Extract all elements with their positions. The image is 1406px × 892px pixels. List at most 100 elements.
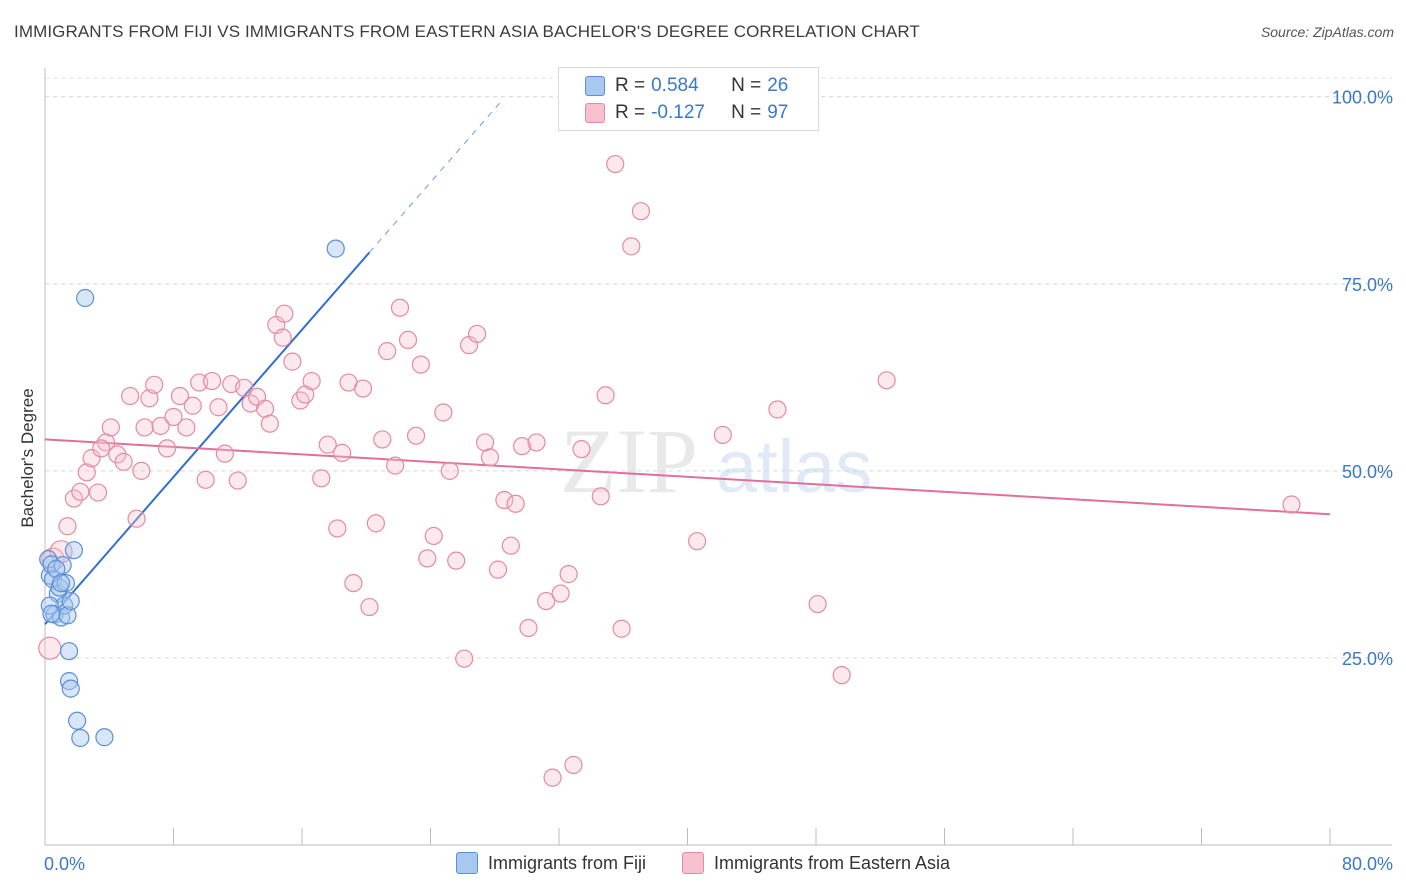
data-point-eastern-asia	[88, 483, 108, 502]
data-point-eastern-asia	[209, 398, 228, 417]
x-tick-label-max: 80.0%	[1342, 854, 1393, 874]
data-point-eastern-asia	[501, 536, 520, 555]
chart-title: IMMIGRANTS FROM FIJI VS IMMIGRANTS FROM …	[14, 22, 920, 41]
data-point-eastern-asia	[612, 619, 631, 638]
x-tick-label-min: 0.0%	[44, 854, 85, 874]
data-point-fiji	[71, 728, 90, 748]
legend: R = 0.584 N = 26 R = -0.127 N = 97	[558, 67, 819, 131]
y-tick-label: 25.0%	[1342, 649, 1393, 669]
data-point-eastern-asia	[302, 371, 321, 391]
data-point-eastern-asia	[543, 768, 562, 787]
watermark-atlas: atlas	[716, 425, 872, 508]
data-point-eastern-asia	[808, 594, 827, 614]
axes	[44, 68, 1392, 846]
data-point-eastern-asia	[411, 355, 430, 374]
data-point-eastern-asia	[606, 154, 625, 174]
data-point-eastern-asia	[114, 452, 133, 471]
legend-row-fiji: R = 0.584 N = 26	[585, 74, 788, 98]
series-legend-label-fiji: Immigrants from Fiji	[487, 852, 646, 873]
data-point-eastern-asia	[58, 517, 77, 536]
data-point-eastern-asia	[406, 426, 426, 445]
legend-swatch-eastern-asia	[585, 103, 605, 123]
data-point-eastern-asia	[512, 437, 532, 456]
series-legend-swatch-fiji	[455, 852, 478, 874]
data-point-eastern-asia	[291, 391, 310, 410]
data-point-eastern-asia	[344, 573, 363, 593]
y-tick-label: 75.0%	[1342, 275, 1393, 295]
series-fiji-points	[39, 239, 345, 748]
data-point-eastern-asia	[108, 445, 127, 464]
data-point-eastern-asia	[398, 330, 418, 350]
data-point-eastern-asia	[82, 449, 101, 468]
data-point-eastern-asia	[151, 416, 170, 436]
data-point-eastern-asia	[527, 433, 546, 452]
data-point-eastern-asia	[140, 389, 159, 408]
data-point-eastern-asia	[135, 418, 154, 437]
trend-line-fiji-extension	[369, 99, 504, 253]
data-point-eastern-asia	[273, 328, 292, 347]
watermark: ZIP atlas	[560, 410, 872, 512]
data-point-fiji	[56, 573, 75, 593]
data-point-fiji	[59, 672, 79, 691]
data-point-eastern-asia	[64, 489, 84, 508]
data-point-eastern-asia	[506, 494, 525, 513]
data-point-eastern-asia	[38, 636, 62, 660]
data-point-eastern-asia	[360, 597, 379, 617]
data-point-fiji	[61, 679, 80, 698]
data-point-eastern-asia	[559, 565, 578, 584]
data-point-eastern-asia	[877, 371, 896, 390]
series-legend-swatch-eastern-asia	[681, 852, 704, 874]
y-tick-label: 50.0%	[1342, 462, 1393, 482]
data-point-fiji	[61, 591, 80, 611]
data-point-fiji	[51, 573, 71, 593]
watermark-zip: ZIP	[560, 410, 698, 512]
data-point-eastern-asia	[260, 414, 279, 433]
data-point-eastern-asia	[551, 584, 570, 603]
data-point-eastern-asia	[537, 591, 556, 611]
data-point-eastern-asia	[591, 487, 610, 506]
data-point-eastern-asia	[196, 470, 215, 489]
trend-lines	[44, 99, 1331, 625]
legend-n-label: N =	[731, 75, 762, 96]
data-point-eastern-asia	[215, 444, 234, 463]
data-point-eastern-asia	[328, 519, 347, 538]
tick-labels: 25.0% 50.0% 75.0% 100.0% 0.0% 80.0%	[44, 88, 1393, 874]
data-point-eastern-asia	[77, 463, 96, 482]
data-point-eastern-asia	[519, 618, 538, 638]
y-tick-label: 100.0%	[1332, 88, 1393, 108]
data-point-eastern-asia	[275, 304, 294, 323]
data-point-eastern-asia	[202, 371, 222, 391]
legend-row-eastern-asia: R = -0.127 N = 97	[585, 101, 788, 125]
data-point-eastern-asia	[832, 666, 851, 685]
trend-line-eastern-asia	[44, 438, 1331, 516]
legend-r-label: R =	[615, 102, 646, 123]
data-point-eastern-asia	[688, 532, 707, 551]
data-point-eastern-asia	[170, 386, 190, 406]
data-point-eastern-asia	[488, 560, 508, 579]
data-point-fiji	[58, 606, 77, 625]
data-point-eastern-asia	[455, 649, 474, 668]
legend-n-value: 26	[767, 75, 789, 96]
series-eastern-asia-points	[38, 154, 1301, 787]
data-point-fiji	[326, 239, 345, 258]
data-point-eastern-asia	[373, 430, 392, 449]
legend-r-value: -0.127	[651, 102, 705, 123]
data-point-eastern-asia	[318, 435, 337, 454]
data-point-fiji	[59, 642, 79, 661]
data-point-eastern-asia	[145, 375, 164, 394]
data-point-eastern-asia	[92, 439, 111, 458]
data-point-eastern-asia	[366, 514, 385, 533]
data-point-eastern-asia	[418, 549, 437, 568]
data-point-fiji	[95, 728, 114, 747]
source-label: Source: ZipAtlas.com	[1260, 24, 1394, 40]
series-legend: Immigrants from Fiji Immigrants from Eas…	[0, 852, 1406, 874]
data-point-eastern-asia	[157, 439, 177, 458]
data-point-eastern-asia	[631, 202, 651, 221]
legend-n-value: 97	[767, 102, 789, 123]
data-point-eastern-asia	[177, 418, 196, 437]
data-point-eastern-asia	[467, 324, 487, 344]
data-point-eastern-asia	[183, 396, 202, 415]
data-point-eastern-asia	[480, 448, 500, 467]
data-point-eastern-asia	[127, 509, 146, 528]
